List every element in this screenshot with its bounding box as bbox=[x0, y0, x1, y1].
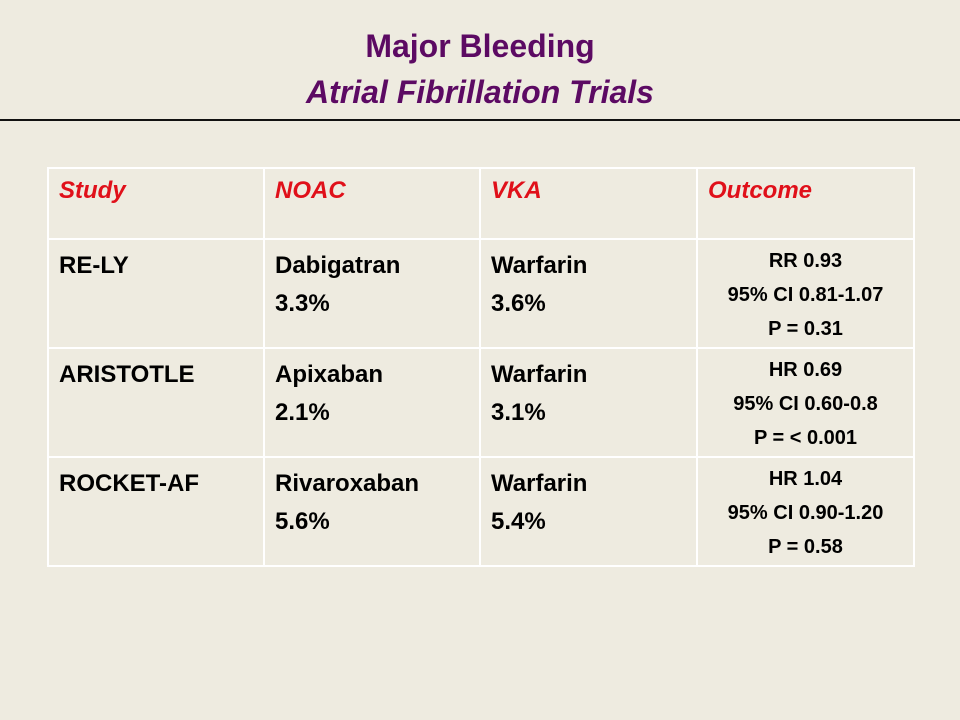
noac-rate: 5.6% bbox=[275, 508, 330, 535]
outcome-cell: HR 0.69 95% CI 0.60-0.8 P = < 0.001 bbox=[696, 347, 915, 458]
outcome-ratio: HR 0.69 bbox=[768, 359, 843, 381]
header-vka: VKA bbox=[479, 167, 698, 240]
outcome-cell: RR 0.93 95% CI 0.81-1.07 P = 0.31 bbox=[696, 238, 915, 349]
vka-cell: Warfarin 3.1% bbox=[479, 347, 698, 458]
outcome-info: RR 0.93 95% CI 0.81-1.07 P = 0.31 bbox=[698, 240, 913, 346]
outcome-ci: 95% CI 0.81-1.07 bbox=[727, 284, 884, 306]
outcome-ci: 95% CI 0.60-0.8 bbox=[733, 393, 878, 415]
header-outcome: Outcome bbox=[696, 167, 915, 240]
study-name: ROCKET-AF bbox=[59, 470, 199, 497]
study-cell: ROCKET-AF bbox=[47, 456, 265, 567]
vka-rate: 3.6% bbox=[491, 290, 546, 317]
title-main: Major Bleeding bbox=[365, 28, 595, 64]
noac-rate: 2.1% bbox=[275, 399, 330, 426]
trials-table: Study NOAC VKA Outcome RE-LY Dabigatran … bbox=[47, 167, 915, 567]
vka-cell: Warfarin 3.6% bbox=[479, 238, 698, 349]
header-noac: NOAC bbox=[263, 167, 481, 240]
outcome-cell: HR 1.04 95% CI 0.90-1.20 P = 0.58 bbox=[696, 456, 915, 567]
table-row: RE-LY Dabigatran 3.3% Warfarin 3.6% RR 0… bbox=[47, 238, 915, 349]
header-study: Study bbox=[47, 167, 265, 240]
vka-rate: 5.4% bbox=[491, 508, 546, 535]
outcome-ratio: RR 0.93 bbox=[768, 250, 843, 272]
noac-rate: 3.3% bbox=[275, 290, 330, 317]
study-cell: RE-LY bbox=[47, 238, 265, 349]
noac-info: Apixaban 2.1% bbox=[265, 349, 479, 432]
outcome-p: P = < 0.001 bbox=[753, 427, 858, 449]
table-header-row: Study NOAC VKA Outcome bbox=[47, 167, 915, 240]
outcome-info: HR 1.04 95% CI 0.90-1.20 P = 0.58 bbox=[698, 458, 913, 564]
noac-cell: Apixaban 2.1% bbox=[263, 347, 481, 458]
vka-cell: Warfarin 5.4% bbox=[479, 456, 698, 567]
vka-drug: Warfarin bbox=[491, 470, 588, 497]
study-name: RE-LY bbox=[59, 252, 129, 279]
noac-cell: Rivaroxaban 5.6% bbox=[263, 456, 481, 567]
outcome-p: P = 0.58 bbox=[768, 536, 843, 558]
vka-rate: 3.1% bbox=[491, 399, 546, 426]
noac-drug: Apixaban bbox=[275, 361, 384, 388]
outcome-ci: 95% CI 0.90-1.20 bbox=[727, 502, 884, 524]
outcome-p: P = 0.31 bbox=[768, 318, 843, 340]
table-row: ROCKET-AF Rivaroxaban 5.6% Warfarin 5.4%… bbox=[47, 456, 915, 567]
study-name: ARISTOTLE bbox=[59, 361, 195, 388]
outcome-ratio: HR 1.04 bbox=[768, 468, 843, 490]
vka-info: Warfarin 3.1% bbox=[481, 349, 696, 432]
vka-drug: Warfarin bbox=[491, 252, 588, 279]
vka-info: Warfarin 3.6% bbox=[481, 240, 696, 323]
study-cell: ARISTOTLE bbox=[47, 347, 265, 458]
noac-drug: Rivaroxaban bbox=[275, 470, 420, 497]
noac-info: Rivaroxaban 5.6% bbox=[265, 458, 479, 541]
title-subtitle: Atrial Fibrillation Trials bbox=[306, 74, 654, 110]
vka-drug: Warfarin bbox=[491, 361, 588, 388]
noac-cell: Dabigatran 3.3% bbox=[263, 238, 481, 349]
outcome-info: HR 0.69 95% CI 0.60-0.8 P = < 0.001 bbox=[698, 349, 913, 455]
title-divider bbox=[0, 119, 960, 121]
noac-drug: Dabigatran bbox=[275, 252, 401, 279]
vka-info: Warfarin 5.4% bbox=[481, 458, 696, 541]
slide-title: Major Bleeding Atrial Fibrillation Trial… bbox=[0, 24, 960, 116]
table-row: ARISTOTLE Apixaban 2.1% Warfarin 3.1% HR… bbox=[47, 347, 915, 458]
noac-info: Dabigatran 3.3% bbox=[265, 240, 479, 323]
